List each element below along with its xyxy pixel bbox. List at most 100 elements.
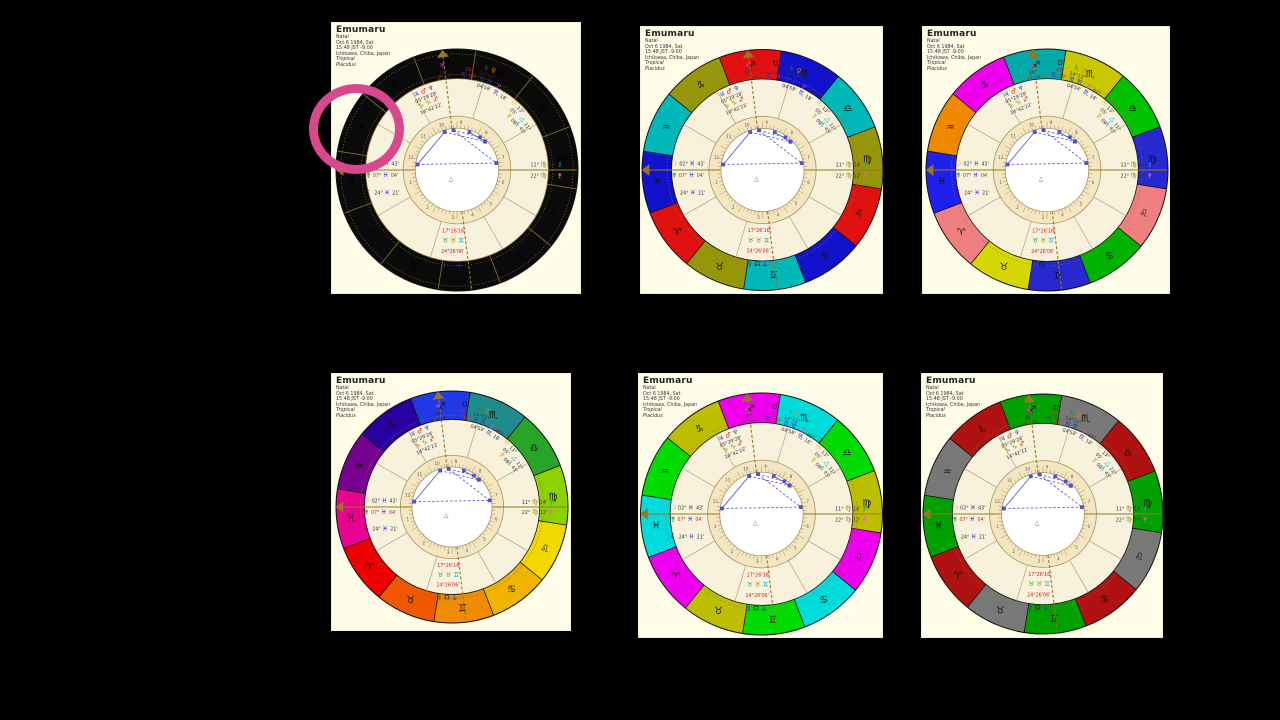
svg-text:△ 45': △ 45'	[818, 119, 833, 136]
mercury-cluster: ☿ 09°	[505, 112, 519, 128]
mercury-cluster: ☿ 09°	[1090, 456, 1104, 472]
svg-text:11° ♍ 14' ⚷: 11° ♍ 14' ⚷	[531, 161, 563, 169]
svg-text:♐ 22': ♐ 22'	[436, 73, 452, 83]
svg-text:♏ 18': ♏ 18'	[485, 428, 502, 443]
svg-text:11° ♍ 14' ⚷: 11° ♍ 14' ⚷	[1116, 505, 1148, 513]
chart-panel-1[interactable]: Emumaru Natal Oct 6 1984, Sat 15:48 JST …	[331, 22, 581, 294]
svg-text:♏ 28': ♏ 28'	[1046, 415, 1062, 425]
svg-text:⚷ ☊ ⚶: ⚷ ☊ ⚶	[442, 260, 463, 268]
svg-text:⚷ ☊ ⚶: ⚷ ☊ ⚶	[1032, 260, 1053, 268]
chart-panel-5[interactable]: Emumaru Natal Oct 6 1984, Sat 15:48 JST …	[638, 373, 883, 638]
house-number: 1	[715, 180, 718, 185]
svg-text:△ 11°: △ 11°	[823, 459, 838, 476]
svg-text:28°: 28°	[1051, 411, 1060, 418]
svg-text:☾ 24° ♓ 21': ☾ 24° ♓ 21'	[956, 189, 989, 197]
svg-text:♃ ♂ ♆: ♃ ♂ ♆	[998, 428, 1021, 444]
svg-text:24°26'06': 24°26'06'	[441, 249, 464, 255]
svg-text:22° ♍ 12' ⚵: 22° ♍ 12' ⚵	[531, 171, 563, 179]
zodiac-sign-glyph: ♒	[662, 123, 671, 134]
chart-panel-6[interactable]: Emumaru Natal Oct 6 1984, Sat 15:48 JST …	[921, 373, 1163, 638]
zodiac-sign-glyph: ♓	[347, 177, 356, 188]
chart-panel-3[interactable]: Emumaru Natal Oct 6 1984, Sat 15:48 JST …	[922, 26, 1170, 294]
ic-degrees-1: 17°26'16'	[442, 228, 465, 234]
chart-panel-4[interactable]: Emumaru Natal Oct 6 1984, Sat 15:48 JST …	[331, 373, 571, 631]
virgo-point-upper: 11° ♍ 14' ⚷	[836, 161, 868, 169]
svg-text:♉ ♉ ♊: ♉ ♉ ♊	[1032, 237, 1054, 245]
svg-text:22° ♍ 12' ⚵: 22° ♍ 12' ⚵	[522, 508, 554, 516]
svg-text:⚵ 07° ♓ 04': ⚵ 07° ♓ 04'	[672, 171, 704, 179]
svg-text:♉ ♉ ♊: ♉ ♉ ♊	[748, 236, 770, 244]
svg-text:△ 11°: △ 11°	[1108, 115, 1123, 132]
chart-panel-2[interactable]: Emumaru Natal Oct 6 1984, Sat 15:48 JST …	[640, 26, 883, 294]
midheaven-arrow-icon	[433, 391, 445, 400]
svg-text:♑ ♑ ♐: ♑ ♑ ♐	[417, 95, 440, 111]
house-number: 7	[807, 155, 810, 160]
svg-text:24°26'06': 24°26'06'	[746, 593, 769, 599]
svg-text:♏ ♏: ♏ ♏	[784, 75, 800, 87]
virgo-point-lower: 22° ♍ 12' ⚵	[1116, 515, 1148, 523]
zodiac-sign-glyph: ♏	[801, 69, 810, 80]
aspect-lines: △	[721, 128, 804, 182]
svg-text:22° ♍ 12' ⚵: 22° ♍ 12' ⚵	[1121, 171, 1153, 179]
svg-text:22° ♍ 12' ⚵: 22° ♍ 12' ⚵	[1116, 515, 1148, 523]
pluto-cluster: ♇ 01° ♏ 18'	[797, 83, 817, 103]
svg-text:☉ 13°: ☉ 13°	[502, 438, 519, 455]
uranus-cluster: ♅ 10° ♐ 22'	[1022, 406, 1038, 428]
zodiac-sign-glyph: ♎	[530, 443, 539, 454]
zodiac-sign-glyph: ♉	[714, 606, 723, 617]
midheaven-arrow-icon	[742, 50, 755, 59]
mercury-cluster: ☿ 09°	[498, 451, 512, 467]
house-number: 1	[996, 524, 999, 529]
house-number: 11	[417, 472, 423, 477]
svg-text:⚵ 07° ♓ 04': ⚵ 07° ♓ 04'	[366, 171, 398, 179]
svg-text:11° ♍ 14' ⚷: 11° ♍ 14' ⚷	[835, 505, 867, 513]
ascendant-label: ⚵ 07° ♓ 04'	[672, 171, 704, 179]
svg-text:♏ 18': ♏ 18'	[492, 88, 509, 103]
zodiac-sign-glyph: ♓	[934, 520, 943, 531]
svg-text:☾ 24° ♓ 21': ☾ 24° ♓ 21'	[953, 532, 986, 540]
svg-text:☉ 13°: ☉ 13°	[815, 99, 832, 116]
svg-text:♑ ♑ ♐: ♑ ♑ ♐	[721, 439, 744, 455]
svg-text:♏ ♏: ♏ ♏	[472, 416, 488, 428]
ascendant-label: ⚵ 07° ♓ 04'	[364, 508, 396, 516]
house-number: 3	[1042, 215, 1045, 220]
zodiac-sign-glyph: ♓	[653, 177, 662, 188]
svg-text:14°12°: 14°12°	[784, 71, 802, 82]
house-number: 9	[1046, 464, 1049, 469]
zodiac-sign-glyph: ♊	[769, 270, 778, 281]
ic-degrees-2: 24°26'06'	[746, 593, 769, 599]
house-number: 10	[1029, 122, 1035, 127]
zodiac-sign-glyph: ♎	[1128, 103, 1137, 114]
zodiac-ring: ♈♉♊♋♌♍♎♏♐♑♒♓	[335, 48, 579, 292]
svg-text:14°12°: 14°12°	[1069, 70, 1087, 81]
svg-text:28°: 28°	[1055, 67, 1064, 74]
svg-text:♄ ♀: ♄ ♀	[1068, 408, 1083, 420]
svg-text:♅: ♅	[1025, 406, 1032, 415]
svg-text:△ 11°: △ 11°	[510, 454, 525, 471]
house-number: 3	[452, 215, 455, 220]
zodiac-sign-glyph: ♌	[1139, 209, 1148, 220]
house-number: 4	[471, 213, 474, 218]
svg-text:♏ 28': ♏ 28'	[455, 412, 471, 422]
virgo-point-lower: 22° ♍ 12' ⚵	[531, 171, 563, 179]
sun-cluster: ☉ 13° 05'	[1098, 98, 1115, 117]
house-number: 5	[794, 545, 797, 550]
aspect-lines: △	[412, 467, 492, 519]
svg-text:♑ ♑ ♐: ♑ ♑ ♐	[1003, 439, 1026, 455]
ascendant-label: ⚵ 07° ♓ 04'	[956, 171, 988, 179]
lilith-cluster: ☾ 24° ♓ 21'	[364, 525, 397, 533]
zodiac-sign-glyph: ♎	[843, 447, 852, 458]
uranus-cluster: ♅ 10° ♐ 22'	[431, 402, 447, 424]
house-number: 6	[1092, 180, 1095, 185]
pluto-cluster: ♇ 01° ♏ 18'	[1082, 82, 1102, 102]
svg-text:△ 11°: △ 11°	[823, 115, 838, 132]
svg-text:△ 45': △ 45'	[506, 458, 521, 475]
zodiac-sign-glyph: ♉	[999, 262, 1008, 273]
svg-text:♃ ♂ ♆: ♃ ♂ ♆	[412, 83, 435, 99]
svg-text:04'58': 04'58'	[470, 423, 486, 433]
svg-text:04'58': 04'58'	[1066, 83, 1082, 93]
south-node-cluster: ℧ 28° ♏ 28'	[766, 59, 782, 80]
aspect-lines: △	[415, 128, 499, 182]
svg-text:♄ ♀: ♄ ♀	[483, 63, 498, 75]
svg-text:05': 05'	[508, 107, 518, 116]
